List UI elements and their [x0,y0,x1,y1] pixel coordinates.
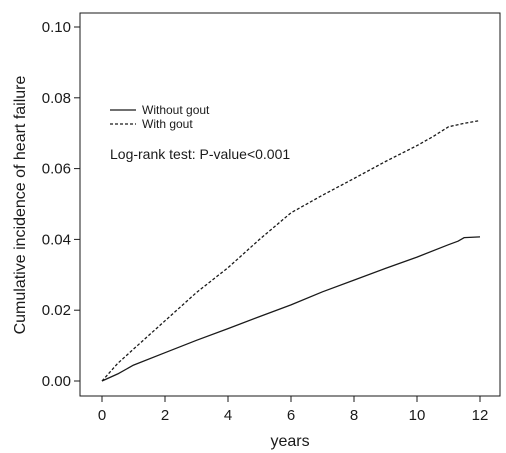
x-tick-label: 12 [472,407,489,424]
series-line-without-gout [101,236,481,382]
legend-label: Without gout [142,103,210,117]
plot-frame [79,12,501,397]
y-tick-label: 0.02 [42,302,71,319]
series-layer [101,119,481,382]
x-tick-label: 2 [161,407,169,424]
annotation: Log-rank test: P-value<0.001 [110,146,290,162]
legend-label: With gout [142,117,193,131]
series-line-with-gout [101,119,481,382]
x-tick-label: 0 [98,407,106,424]
x-tick-label: 10 [409,407,426,424]
y-axis: 0.00 0.02 0.04 0.06 0.08 0.10 [42,19,80,390]
y-tick-label: 0.04 [42,231,71,248]
y-tick-label: 0.00 [42,373,71,390]
x-tick-label: 4 [224,407,232,424]
x-tick-label: 8 [350,407,358,424]
x-axis: 0 2 4 6 8 10 12 [98,396,489,424]
y-tick-label: 0.10 [42,19,71,36]
y-tick-label: 0.08 [42,90,71,107]
x-tick-label: 6 [287,407,295,424]
y-axis-title: Cumulative incidence of heart failure [12,76,29,335]
y-tick-label: 0.06 [42,161,71,178]
x-axis-title: years [270,433,309,450]
